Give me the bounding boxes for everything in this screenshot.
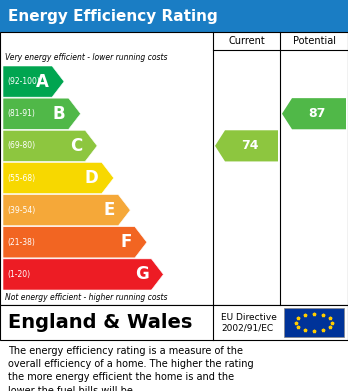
Text: Very energy efficient - lower running costs: Very energy efficient - lower running co…: [5, 54, 167, 63]
Text: (69-80): (69-80): [7, 142, 35, 151]
Text: 74: 74: [241, 139, 258, 152]
Text: (92-100): (92-100): [7, 77, 40, 86]
Text: Current: Current: [228, 36, 265, 46]
Polygon shape: [3, 162, 114, 194]
Text: D: D: [85, 169, 99, 187]
Polygon shape: [3, 98, 81, 129]
Polygon shape: [3, 227, 147, 258]
Bar: [284, 308, 344, 337]
Polygon shape: [3, 66, 64, 97]
Text: (21-38): (21-38): [7, 238, 35, 247]
Text: EU Directive
2002/91/EC: EU Directive 2002/91/EC: [221, 313, 277, 332]
Bar: [0, 32, 348, 305]
Polygon shape: [215, 130, 278, 161]
Polygon shape: [3, 259, 164, 290]
Text: (55-68): (55-68): [7, 174, 35, 183]
Text: E: E: [104, 201, 115, 219]
Bar: [0, 305, 348, 340]
Text: A: A: [36, 73, 49, 91]
Polygon shape: [3, 195, 130, 226]
Text: C: C: [70, 137, 82, 155]
Polygon shape: [282, 98, 346, 129]
Text: 87: 87: [308, 107, 326, 120]
Text: Potential: Potential: [293, 36, 335, 46]
Polygon shape: [3, 130, 97, 161]
Text: G: G: [135, 265, 149, 283]
Text: England & Wales: England & Wales: [8, 313, 192, 332]
Bar: [0, 0, 348, 32]
Text: The energy efficiency rating is a measure of the
overall efficiency of a home. T: The energy efficiency rating is a measur…: [8, 346, 254, 391]
Text: (1-20): (1-20): [7, 270, 30, 279]
Text: Not energy efficient - higher running costs: Not energy efficient - higher running co…: [5, 294, 167, 303]
Text: F: F: [120, 233, 132, 251]
Text: B: B: [53, 105, 66, 123]
Text: (39-54): (39-54): [7, 206, 35, 215]
Text: (81-91): (81-91): [7, 109, 35, 118]
Text: Energy Efficiency Rating: Energy Efficiency Rating: [8, 9, 218, 23]
